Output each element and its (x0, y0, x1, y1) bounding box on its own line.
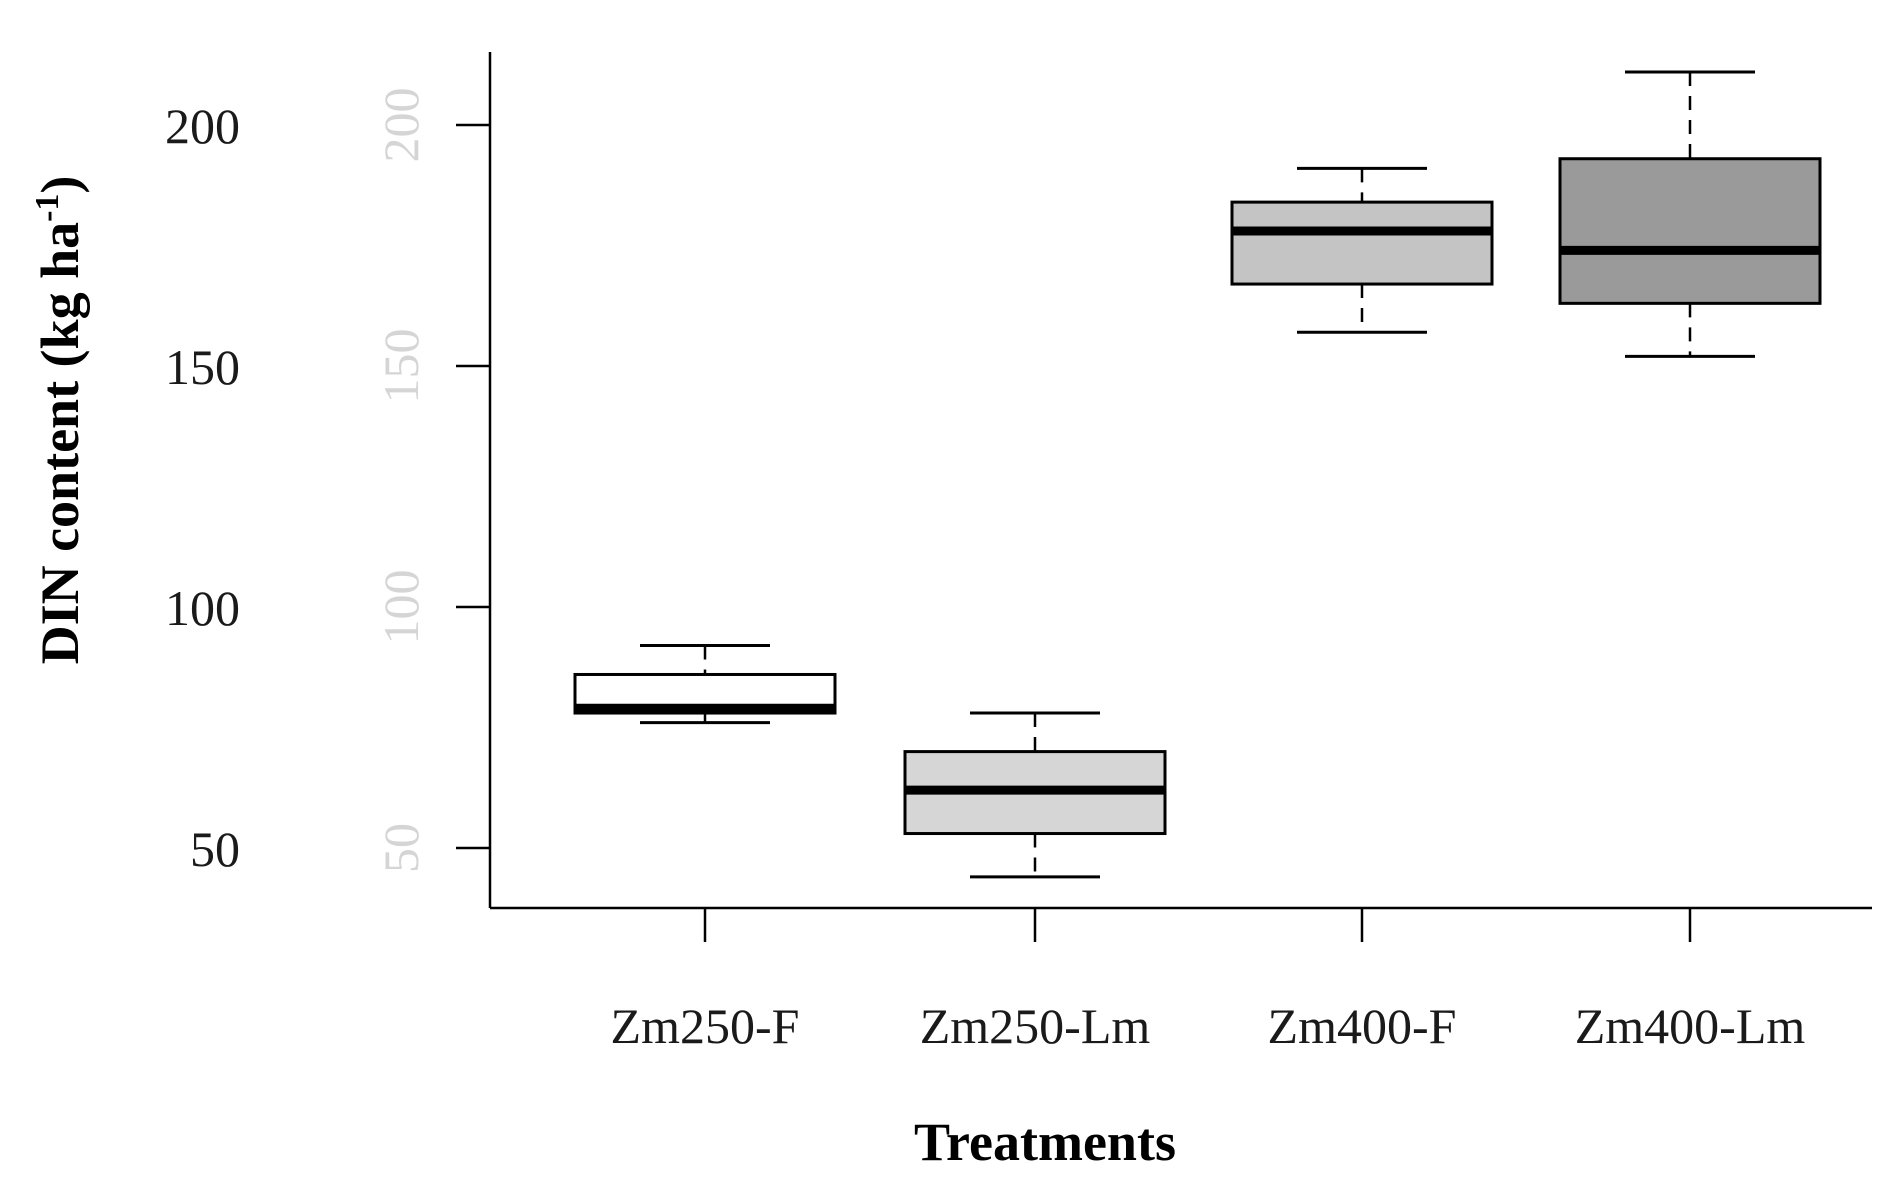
box-4 (1558, 70, 1822, 358)
y-axis-ticks (456, 123, 490, 850)
x-tick-label-1: Zm250-F (611, 998, 800, 1054)
box-1 (573, 644, 837, 725)
y-axis-tick-labels: 50 100 150 200 (165, 98, 240, 877)
y-axis-title-main: DIN content (kg ha (30, 222, 90, 665)
y-axis-title-suffix: ) (30, 176, 90, 194)
box-3 (1230, 166, 1494, 334)
y-tick-label-100: 100 (165, 580, 240, 636)
x-axis-title: Treatments (914, 1112, 1176, 1172)
box-iqr (1230, 200, 1494, 286)
x-axis-ticks (703, 908, 1692, 942)
x-tick-label-4: Zm400-Lm (1575, 998, 1806, 1054)
box-iqr (1558, 157, 1822, 305)
x-axis-tick-labels: Zm250-F Zm250-Lm Zm400-F Zm400-Lm (611, 998, 1806, 1054)
y-tick-label-200: 200 (165, 98, 240, 154)
y-tick-label-150: 150 (165, 339, 240, 395)
y-axis-tick-labels-rotated: 50 100 150 200 (373, 88, 429, 874)
x-tick-label-3: Zm400-F (1268, 998, 1457, 1054)
box-2 (903, 711, 1167, 879)
y-tick-label-rotated-100: 100 (373, 570, 429, 645)
y-tick-label-rotated-150: 150 (373, 329, 429, 404)
y-axis-title-superscript: -1 (29, 194, 66, 222)
y-tick-label-rotated-50: 50 (373, 823, 429, 873)
x-tick-label-2: Zm250-Lm (920, 998, 1151, 1054)
y-tick-label-50: 50 (190, 821, 240, 877)
box-series (573, 70, 1822, 879)
y-axis-title: DIN content (kg ha-1) (29, 176, 90, 665)
y-tick-label-rotated-200: 200 (373, 88, 429, 163)
